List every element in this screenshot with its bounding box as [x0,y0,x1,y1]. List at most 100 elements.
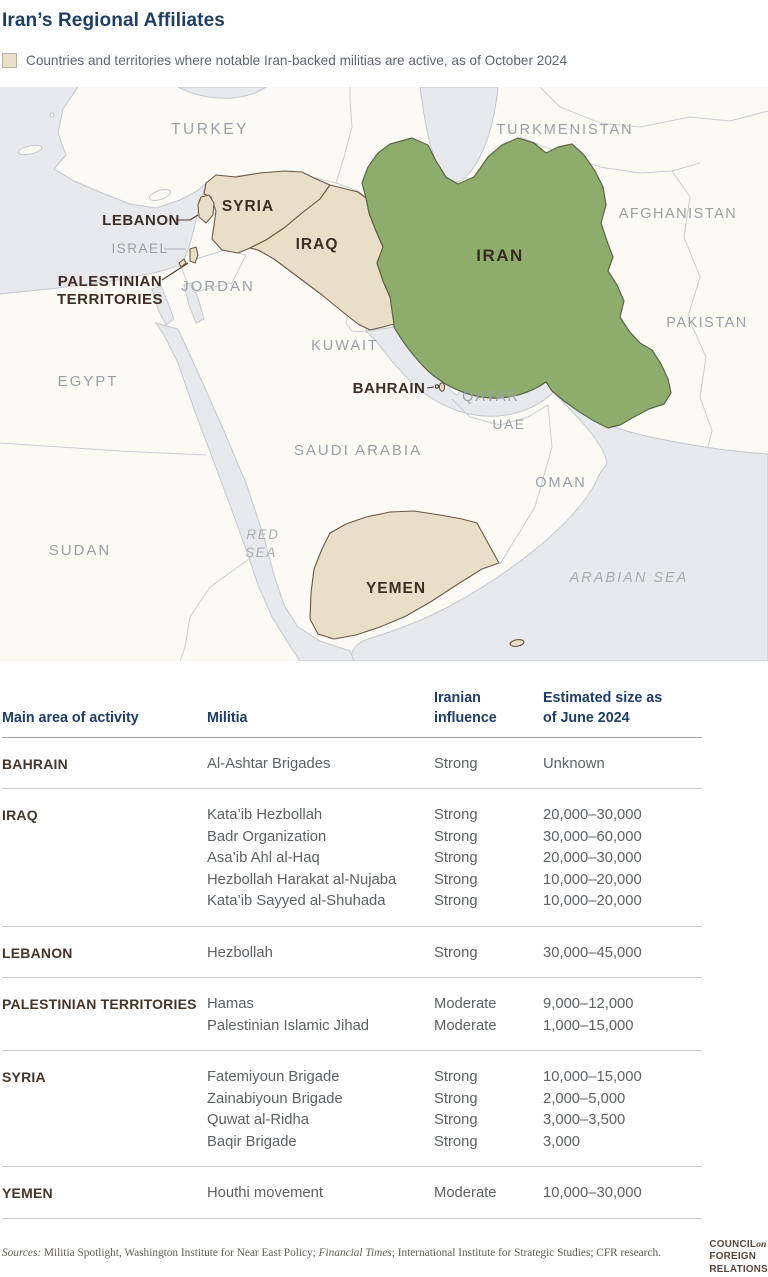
leader-lines [161,214,440,389]
size-cell: 10,000–30,000 [543,1185,642,1202]
area-label: YEMEN [2,1185,53,1202]
cfr-logo-council: COUNCIL [709,1238,757,1250]
middle-east-map: TURKEY TURKMENISTAN AFGHANISTAN PAKISTAN… [0,87,768,661]
table-group: LEBANON Hezbollah Strong 30,000–45,000 [2,927,702,979]
map-label-arabian-sea: ARABIAN SEA [569,570,689,586]
map-label-qatar: QATAR [462,389,520,405]
militia-cell: Hamas [207,996,254,1013]
map-label-red-sea-2: SEA [245,545,277,560]
sources-text: Sources: Militia Spotlight, Washington I… [2,1246,661,1259]
influence-cell: Moderate [434,1017,497,1034]
militia-cell: Badr Organization [207,828,327,845]
map-label-uae: UAE [492,416,525,432]
militia-cell: Palestinian Islamic Jihad [207,1017,370,1034]
country-yemen [309,510,500,640]
country-bahrain [438,382,446,392]
influence-cell: Strong [434,871,478,888]
militia-cell: Baqir Brigade [207,1133,297,1150]
table-group: YEMEN Houthi movement Moderate 10,000–30,00… [2,1167,702,1219]
red-sea-body [154,322,355,661]
influence-cell: Strong [434,807,478,824]
map-label-afghanistan: AFGHANISTAN [619,206,738,222]
militia-cell: Quwat al-Ridha [207,1112,309,1129]
militia-cell: Zainabiyoun Brigade [207,1090,343,1107]
influence-cell: Strong [434,850,478,867]
table-group: IRAQ Kata’ib Hezbollah Strong 20,000–30,000… [2,789,702,927]
size-cell: 9,000–12,000 [543,996,634,1013]
militia-cell: Asa’ib Ahl al-Haq [207,850,320,867]
influence-cell: Strong [434,1112,478,1129]
country-iran [361,137,672,429]
legend-swatch-icon [2,53,17,68]
map-label-pakistan: PAKISTAN [666,315,748,331]
gulf-of-aqaba [183,282,205,324]
map-label-iran: IRAN [476,246,524,265]
map-label-egypt: EGYPT [58,373,119,390]
influence-cell: Strong [434,828,478,845]
territory-west-bank [189,246,199,264]
size-cell: 20,000–30,000 [543,807,642,824]
size-cell: Unknown [543,755,605,772]
area-label: PALESTINIAN TERRITORIES [2,996,197,1013]
gulf-of-suez [151,285,175,326]
map-label-palestinian-1: PALESTINIAN [58,273,162,290]
influence-cell: Moderate [434,1185,497,1202]
map-label-red-sea-1: RED [246,527,279,542]
area-label: SYRIA [2,1069,46,1086]
influence-cell: Strong [434,944,478,961]
table-header-row: Main area of activity Militia Iranian in… [2,688,702,738]
table-body: BAHRAIN Al-Ashtar Brigades Strong Unknown IR… [2,738,768,1219]
influence-cell: Moderate [434,996,497,1013]
map-label-saudi-arabia: SAUDI ARABIA [294,442,422,459]
militia-cell: Hezbollah [207,944,273,961]
map-label-palestinian-2: TERRITORIES [57,291,163,308]
map-label-jordan: JORDAN [181,278,255,295]
size-cell: 10,000–20,000 [543,893,642,910]
map-label-turkey: TURKEY [171,121,249,138]
header-iranian-influence: Iranian influence [434,690,497,727]
map-label-oman: OMAN [535,475,587,491]
map-label-iraq: IRAQ [296,236,339,253]
influence-cell: Strong [434,1069,478,1086]
cyprus-island [148,189,172,201]
legend: Countries and territories where notable … [2,53,768,68]
size-cell: 30,000–45,000 [543,944,642,961]
militia-cell: Houthi movement [207,1185,323,1202]
size-cell: 3,000 [543,1133,581,1150]
table-group: PALESTINIAN TERRITORIES Hamas Moderate 9,00… [2,978,702,1052]
crete-island [17,144,43,156]
influence-cell: Strong [434,1133,478,1150]
country-lebanon [197,194,215,224]
cfr-logo-on: on [756,1238,767,1250]
header-militia: Militia [207,710,248,727]
cfr-logo-relations: RELATIONS [709,1264,768,1276]
size-cell: 30,000–60,000 [543,828,642,845]
table-group: SYRIA Fatemiyoun Brigade Strong 10,000–15,0… [2,1051,702,1168]
size-cell: 1,000–15,000 [543,1017,634,1034]
footer: Sources: Militia Spotlight, Washington I… [2,1239,768,1277]
militia-cell: Fatemiyoun Brigade [207,1069,340,1086]
cfr-logo: COUNCILon FOREIGN RELATIONS [709,1239,768,1277]
militia-cell: Hezbollah Harakat al-Nujaba [207,871,397,888]
size-cell: 3,000–3,500 [543,1112,626,1129]
map-label-syria: SYRIA [222,198,274,215]
territory-gaza [178,258,187,268]
header-main-area: Main area of activity [2,710,139,727]
black-sea [177,87,267,99]
area-label: IRAQ [2,807,38,824]
militia-cell: Al-Ashtar Brigades [207,755,331,772]
legend-label: Countries and territories where notable … [26,53,568,68]
map-label-lebanon: LEBANON [102,212,180,229]
influence-cell: Strong [434,755,478,772]
map-label-yemen: YEMEN [366,580,426,597]
header-estimated-size: Estimated size as of June 2024 [543,690,663,727]
militia-table: Main area of activity Militia Iranian in… [2,688,768,1219]
map-svg: TURKEY TURKMENISTAN AFGHANISTAN PAKISTAN… [0,87,768,661]
aegean-island [49,112,55,118]
map-label-israel: ISRAEL [111,241,168,256]
area-label: LEBANON [2,944,73,961]
influence-cell: Strong [434,893,478,910]
table-group: BAHRAIN Al-Ashtar Brigades Strong Unknown [2,738,702,790]
map-label-bahrain: BAHRAIN [353,380,426,397]
